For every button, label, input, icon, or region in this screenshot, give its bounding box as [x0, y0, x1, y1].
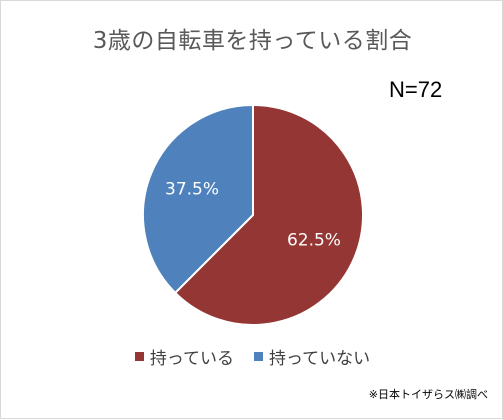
legend-item-own: 持っている [134, 344, 234, 369]
legend-label-not-own: 持っていない [269, 349, 371, 369]
data-label-own: 62.5% [287, 230, 341, 250]
pie-slice-own [173, 103, 364, 326]
legend: 持っている 持っていない [1, 344, 503, 369]
legend-swatch-own [134, 352, 144, 361]
source-note: ※日本トイザらス㈱調べ [368, 388, 488, 401]
legend-item-not-own: 持っていない [254, 344, 370, 369]
data-label-not-own: 37.5% [165, 180, 219, 200]
legend-label-own: 持っている [149, 349, 234, 369]
legend-swatch-not-own [254, 352, 263, 361]
pie-slice-not-own [142, 103, 254, 295]
sample-size-label: N=72 [389, 77, 443, 102]
chart-title: 3歳の自転車を持っている割合 [92, 28, 413, 54]
